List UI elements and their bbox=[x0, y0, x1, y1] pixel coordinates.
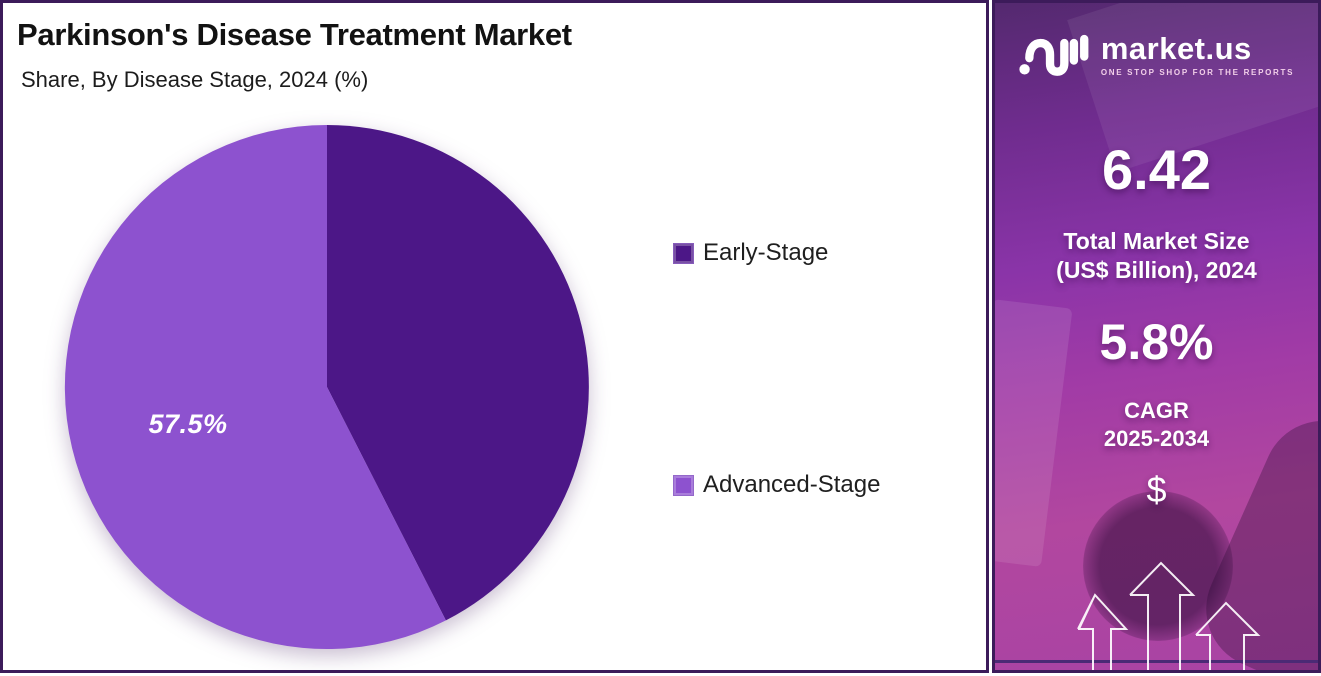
legend-item-early-stage: Early-Stage bbox=[673, 239, 828, 267]
pie-slice-advanced-stage bbox=[64, 124, 446, 650]
legend-swatch-early-stage bbox=[673, 242, 694, 264]
legend-label: Advanced-Stage bbox=[703, 471, 881, 498]
pie-slice-early-stage bbox=[327, 125, 589, 621]
stat-market-size-value: 6.42 bbox=[1102, 138, 1211, 201]
chart-panel: Parkinson's Disease Treatment Market Sha… bbox=[0, 0, 989, 673]
legend-swatch-advanced-stage bbox=[673, 474, 694, 496]
stat-market-size-label-line2: (US$ Billion), 2024 bbox=[1056, 257, 1257, 283]
legend: Early-Stage Advanced-Stage bbox=[673, 3, 973, 676]
dollar-icon: $ bbox=[1146, 469, 1167, 510]
brand-name: market.us bbox=[1100, 31, 1252, 66]
marketus-logo-icon bbox=[1019, 34, 1089, 76]
chart-title: Parkinson's Disease Treatment Market bbox=[17, 17, 572, 52]
stat-market-size-label: Total Market Size (US$ Billion), 2024 bbox=[995, 227, 1318, 285]
chart-subtitle: Share, By Disease Stage, 2024 (%) bbox=[21, 67, 369, 92]
side-panel: market.us ONE STOP SHOP FOR THE REPORTS … bbox=[992, 0, 1321, 673]
brand-logo: market.us ONE STOP SHOP FOR THE REPORTS bbox=[995, 29, 1318, 81]
stat-cagr-label: CAGR 2025-2034 bbox=[995, 397, 1318, 453]
stat-market-size-label-line1: Total Market Size bbox=[1063, 228, 1250, 254]
legend-label: Early-Stage bbox=[703, 239, 829, 266]
growth-arrows-icon bbox=[1077, 561, 1261, 670]
brand-tagline: ONE STOP SHOP FOR THE REPORTS bbox=[1100, 68, 1295, 77]
stat-cagr-label-line1: CAGR bbox=[1124, 398, 1189, 423]
pie-chart bbox=[64, 124, 589, 650]
legend-item-advanced-stage: Advanced-Stage bbox=[673, 471, 880, 499]
stat-cagr-value: 5.8% bbox=[1099, 314, 1214, 370]
stat-cagr-label-line2: 2025-2034 bbox=[1103, 426, 1210, 451]
bottom-rule bbox=[995, 660, 1318, 663]
pie-data-label: 57.5% bbox=[148, 409, 228, 439]
